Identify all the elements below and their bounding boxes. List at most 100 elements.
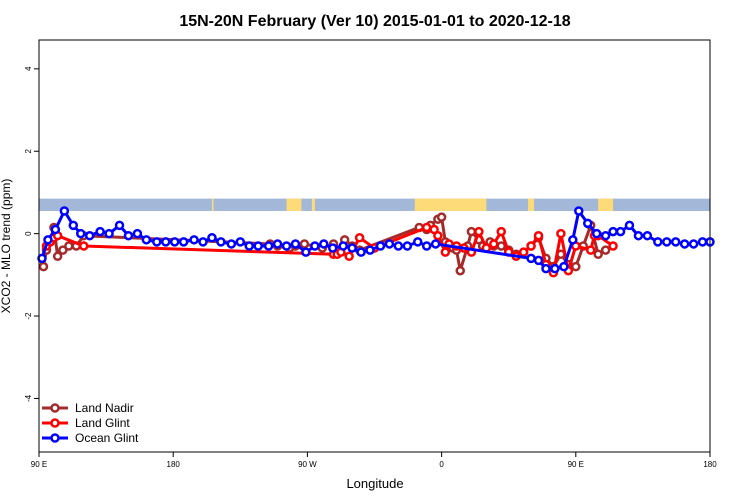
x-tick-label: 90 E [568, 460, 584, 469]
ocean-glint-point [533, 255, 544, 266]
ocean-glint-point [123, 230, 134, 241]
land-glint-point [533, 230, 544, 241]
ocean-glint-point [393, 241, 404, 251]
ocean-glint-point [541, 263, 551, 274]
land-nadir-point [466, 226, 477, 237]
ocean-glint-point [59, 206, 70, 216]
ocean-glint-point [375, 241, 386, 251]
land-patch [311, 198, 315, 211]
land-glint-point [556, 228, 566, 239]
ocean-glint-point [319, 239, 329, 249]
ocean-glint-point [114, 220, 125, 231]
ocean-glint-point [365, 245, 375, 255]
series-layer [37, 206, 715, 278]
ocean-glint-point [43, 235, 53, 245]
land-nadir-point [571, 261, 581, 272]
land-nadir-point [64, 241, 74, 251]
ocean-glint-point [189, 235, 199, 245]
ocean-glint-point [95, 226, 105, 237]
land-nadir-point [299, 239, 310, 249]
ocean-glint-point [412, 237, 423, 247]
land-patch [211, 198, 214, 211]
ocean-glint-point [207, 233, 217, 243]
ocean-glint-point [688, 239, 699, 249]
ocean-glint-point [152, 237, 162, 247]
ocean-glint-point [356, 247, 366, 257]
y-axis-label: XCO2 - MLO trend (ppm) [0, 179, 13, 314]
land-glint-point [344, 251, 354, 262]
ocean-glint-point [178, 237, 189, 247]
land-glint-point [526, 241, 536, 251]
ocean-glint-point [169, 237, 180, 247]
ocean-glint-point [68, 220, 79, 231]
land-glint-point [489, 239, 499, 249]
land-nadir-point [38, 261, 49, 272]
ocean-glint-point [430, 239, 441, 249]
legend-label: Ocean Glint [75, 431, 139, 445]
y-tick-label: 2 [24, 148, 33, 153]
ocean-glint-point [160, 237, 171, 247]
land-glint-point [440, 247, 451, 257]
ocean-glint-point [235, 237, 246, 247]
land-patch [414, 198, 487, 211]
legend-label: Land Glint [75, 416, 130, 430]
ocean-glint-point [50, 224, 61, 235]
land-nadir-point [593, 249, 603, 259]
ocean-glint-point [559, 261, 569, 272]
x-axis: 90 E 180 90 W 0 90 E 180 [31, 452, 717, 469]
ocean-glint-point [633, 230, 644, 241]
ocean-glint-point [132, 228, 143, 239]
ocean-glint-point [697, 237, 708, 247]
y-tick-label: 0 [24, 231, 33, 236]
ocean-glint-point [226, 239, 237, 249]
land-nadir-point [600, 245, 611, 255]
chart-title: 15N-20N February (Ver 10) 2015-01-01 to … [179, 13, 570, 30]
y-tick-label: -2 [24, 312, 33, 320]
ocean-glint-point [642, 230, 653, 241]
ocean-glint-point [574, 206, 584, 216]
land-glint-point [608, 241, 618, 251]
ocean-glint-point [582, 218, 593, 229]
ocean-glint-point [244, 241, 254, 251]
ocean-band [39, 198, 710, 211]
land-patch [528, 198, 535, 211]
ocean-glint-point [662, 237, 672, 247]
x-axis-label: Longitude [346, 476, 403, 491]
ocean-glint-point [624, 220, 635, 231]
x-tick-label: 0 [439, 460, 444, 469]
land-nadir-point [52, 251, 63, 262]
plot-frame [38, 39, 711, 453]
land-patch [286, 198, 302, 211]
land-ocean-band [39, 198, 710, 211]
legend-marker [50, 418, 60, 428]
ocean-glint-point [679, 239, 690, 249]
ocean-glint-point [198, 237, 208, 247]
land-glint-point [585, 245, 596, 255]
ocean-glint-point [600, 230, 611, 241]
ocean-glint-point [263, 241, 274, 251]
ocean-glint-point [301, 247, 311, 257]
land-nadir-point [58, 245, 68, 255]
ocean-glint-point [216, 237, 226, 247]
land-glint-point [421, 222, 432, 233]
ocean-glint-point [670, 237, 681, 247]
ocean-glint-point [347, 243, 357, 253]
ocean-glint-point [591, 228, 602, 239]
ocean-glint-point [608, 226, 618, 237]
ocean-glint-point [615, 226, 626, 237]
x-tick-label: 90 E [31, 460, 47, 469]
ocean-glint-point [104, 228, 114, 239]
ocean-glint-point [568, 235, 578, 245]
ocean-glint-point [402, 241, 413, 251]
land-glint-point [496, 226, 506, 237]
ocean-glint-point [272, 239, 283, 249]
ocean-glint-point [338, 241, 348, 251]
land-glint-point [354, 233, 365, 243]
ocean-glint-point [327, 243, 338, 253]
land-glint-point [518, 247, 529, 257]
ocean-glint-point [526, 253, 536, 264]
x-tick-label: 90 W [298, 460, 317, 469]
ocean-glint-point [550, 263, 560, 274]
